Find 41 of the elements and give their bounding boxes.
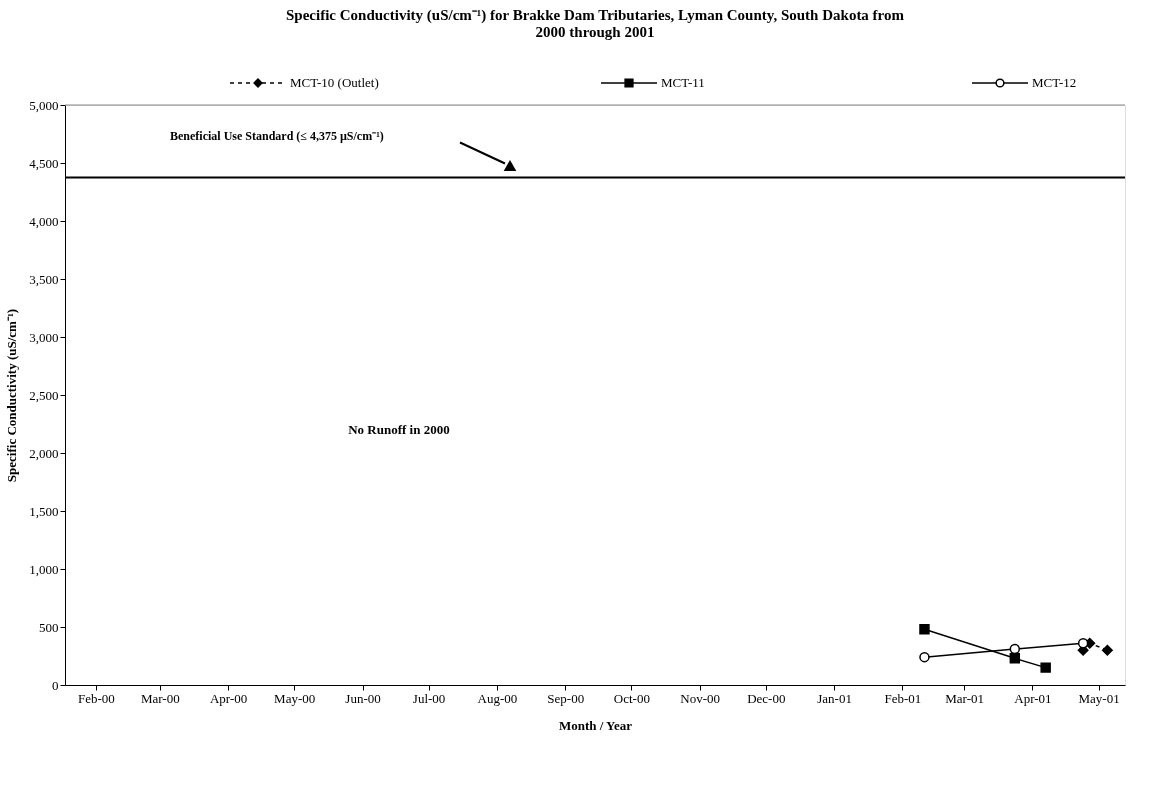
point [1009,653,1021,664]
x-tick-label: Dec-00 [747,690,786,706]
chart-title: Specific Conductivity (uS/cm⁻¹) for Brakke Dam Tributaries, Lyman County, South Dakota from 2000 through 2001 [285,7,905,41]
y-tick-label: 3,500 [29,271,59,287]
y-tick-label: 5,000 [29,97,59,113]
x-tick-label: Apr-00 [209,690,248,706]
y-tick-label: 500 [39,619,59,635]
point [1040,662,1051,673]
legend-label: MCT-11 [661,75,705,90]
point [919,651,930,663]
x-axis-title: Month / Year [558,717,633,733]
point [1101,644,1113,656]
y-tick-label: 4,500 [29,155,59,171]
y-tick-label: 2,000 [29,445,59,461]
x-tick-label: Jan-01 [817,690,852,706]
x-tick-label: Nov-00 [680,690,721,706]
y-tick-label: 1,500 [29,503,59,519]
y-tick-label: 4,000 [29,213,59,229]
x-tick-label: May-00 [274,690,316,706]
y-tick-label: 1,000 [29,561,59,577]
y-axis-title: Specific Conductivity (uS/cm⁻¹) [4,308,20,483]
annotation: No Runoff in 2000 [348,421,450,437]
x-tick-label: Apr-01 [1014,690,1052,706]
x-tick-label: Jun-00 [345,690,381,706]
y-tick-label: 3,000 [29,329,59,345]
point [1077,638,1089,649]
legend-label: MCT-10 (Outlet) [290,75,379,90]
x-tick-label: Feb-01 [884,690,922,706]
y-tick-label: 0 [52,677,59,693]
x-tick-label: Mar-00 [140,690,180,706]
x-tick-label: May-01 [1078,690,1120,706]
x-tick-label: Feb-00 [77,690,115,706]
x-tick-label: Mar-01 [945,690,984,706]
point [919,624,930,635]
y-tick-label: 2,500 [29,387,59,403]
x-tick-label: Sep-00 [547,690,585,706]
x-tick-label: Oct-00 [613,690,650,706]
ref-line-label: Beneficial Use Standard (≤ 4,375 µS/cm⁻¹) [170,128,384,143]
x-tick-label: Jul-00 [412,690,446,706]
x-tick-label: Aug-00 [477,690,518,706]
legend-label: MCT-12 [1032,75,1077,90]
